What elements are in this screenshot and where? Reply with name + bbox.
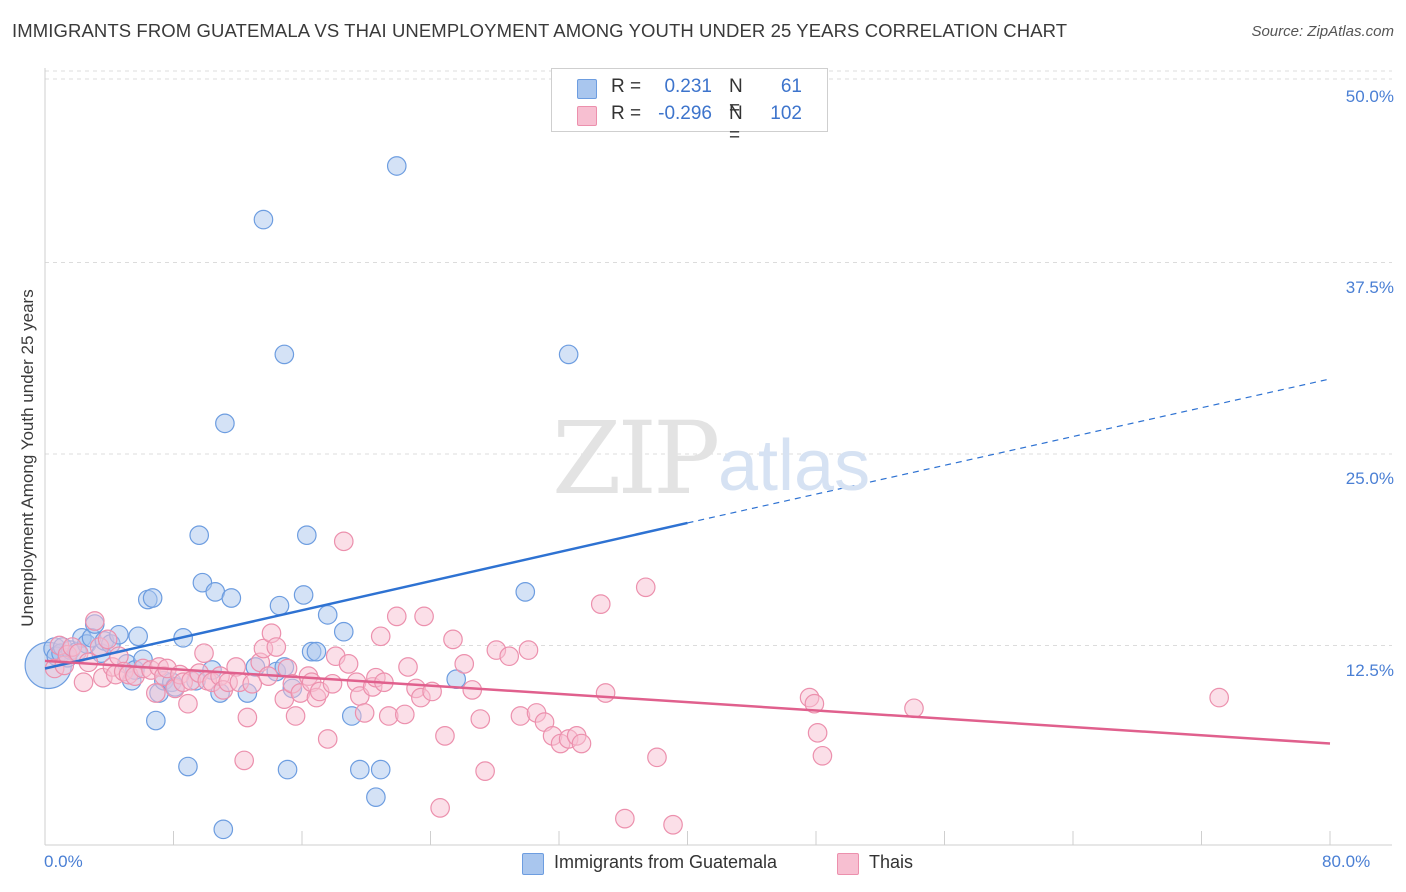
thais-point bbox=[414, 606, 434, 627]
thais-point bbox=[595, 683, 616, 703]
guatemala-point bbox=[296, 525, 317, 546]
guatemala-point bbox=[317, 605, 338, 625]
guatemala-point bbox=[215, 413, 235, 434]
watermark-atlas: atlas bbox=[718, 426, 871, 506]
thais-point bbox=[571, 733, 592, 754]
thais-point bbox=[435, 726, 455, 746]
y-axis-label: Unemployment Among Youth under 25 years bbox=[18, 289, 37, 627]
thais-point bbox=[454, 654, 475, 674]
thais-point bbox=[812, 745, 833, 766]
thais-point bbox=[386, 606, 407, 627]
guatemala-point bbox=[274, 344, 295, 365]
legend-n-value: 61 bbox=[780, 76, 802, 97]
legend-r-value: 0.231 bbox=[664, 76, 712, 97]
thais-point bbox=[499, 646, 520, 667]
thais-point bbox=[510, 706, 531, 726]
thais-point bbox=[333, 531, 354, 552]
x-tick-label: 0.0% bbox=[44, 852, 83, 871]
thais-point bbox=[146, 683, 166, 703]
correlation-legend: R = 0.231 N = 61 R = -0.296 N = 102 bbox=[551, 68, 828, 146]
thais-point bbox=[904, 698, 924, 719]
guatemala-point bbox=[277, 759, 298, 780]
guatemala-point bbox=[269, 595, 290, 616]
y-tick-label: 50.0% bbox=[1345, 87, 1394, 106]
thais-trend-line bbox=[44, 659, 1331, 745]
guatemala-point bbox=[221, 588, 242, 608]
bottom-legend-label: Immigrants from Guatemala bbox=[554, 852, 778, 872]
thais-point bbox=[237, 707, 258, 728]
bottom-legend-swatch-blue bbox=[522, 853, 544, 875]
thais-point bbox=[285, 706, 306, 726]
thais-point bbox=[322, 673, 343, 694]
thais-point bbox=[475, 761, 495, 781]
bottom-legend-label: Thais bbox=[869, 852, 914, 872]
thais-point bbox=[234, 750, 255, 771]
guatemala-point bbox=[189, 525, 210, 546]
legend-r-label: R = bbox=[611, 103, 642, 124]
guatemala-point bbox=[370, 759, 391, 780]
watermark-zip: ZIP bbox=[552, 400, 720, 517]
thais-point bbox=[470, 709, 491, 729]
thais-point bbox=[663, 814, 683, 835]
thais-point bbox=[518, 640, 539, 660]
thais-point bbox=[394, 704, 415, 725]
thais-point bbox=[398, 657, 418, 677]
guatemala-point bbox=[146, 710, 166, 731]
thais-point bbox=[73, 672, 94, 693]
thais-point bbox=[178, 693, 198, 714]
chart-title: IMMIGRANTS FROM GUATEMALA VS THAI UNEMPL… bbox=[12, 20, 1068, 41]
guatemala-point bbox=[253, 209, 274, 230]
guatemala-point bbox=[128, 626, 148, 647]
source-label: Source: ZipAtlas.com bbox=[1251, 23, 1394, 40]
thais-point bbox=[338, 654, 359, 674]
thais-point bbox=[635, 577, 656, 598]
y-tick-label: 12.5% bbox=[1345, 661, 1394, 680]
guatemala-point bbox=[558, 344, 579, 365]
thais-point bbox=[194, 643, 214, 663]
guatemala-point bbox=[178, 756, 198, 777]
guatemala-point bbox=[515, 582, 536, 602]
guatemala-point bbox=[386, 156, 407, 176]
thais-point bbox=[354, 703, 375, 723]
thais-point bbox=[804, 693, 825, 714]
guatemala-point bbox=[366, 787, 386, 807]
legend-n-label: N = bbox=[729, 103, 743, 146]
y-tick-label: 25.0% bbox=[1345, 469, 1394, 488]
guatemala-point bbox=[213, 819, 234, 840]
guatemala-point bbox=[333, 621, 354, 642]
legend-r-label: R = bbox=[611, 76, 642, 97]
guatemala-point bbox=[142, 588, 163, 608]
thais-point bbox=[1209, 687, 1229, 708]
guatemala-point bbox=[293, 585, 314, 605]
legend-r-value: -0.296 bbox=[658, 103, 712, 124]
thais-point bbox=[647, 747, 667, 768]
guatemala-trend-line bbox=[44, 521, 688, 670]
thais-point bbox=[430, 798, 450, 818]
thais-point bbox=[590, 594, 611, 614]
legend-swatch-pink bbox=[577, 106, 597, 126]
thais-point bbox=[266, 637, 287, 657]
x-tick-label: 80.0% bbox=[1322, 852, 1371, 871]
thais-point bbox=[97, 629, 118, 650]
legend-n-label: N = bbox=[729, 76, 743, 119]
legend-n-value: 102 bbox=[770, 103, 802, 124]
thais-point bbox=[807, 722, 828, 743]
thais-point bbox=[317, 729, 338, 749]
thais-point bbox=[615, 808, 635, 829]
thais-point bbox=[84, 611, 105, 631]
thais-point bbox=[370, 626, 391, 647]
thais-point bbox=[443, 629, 463, 650]
bottom-legend-swatch-pink bbox=[837, 853, 859, 875]
y-tick-label: 37.5% bbox=[1345, 278, 1394, 297]
guatemala-point bbox=[306, 641, 327, 662]
legend-swatch-blue bbox=[577, 79, 597, 99]
guatemala-point bbox=[349, 759, 370, 780]
